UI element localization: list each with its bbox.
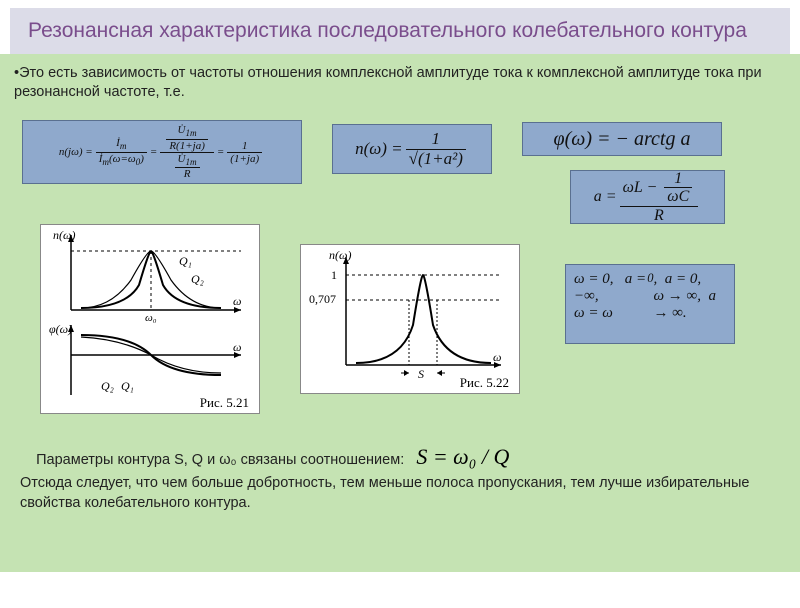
s-label: S (418, 367, 424, 381)
peak-label: 1 (331, 268, 337, 282)
figure-5-21: n(ω) Q₁ Q₂ ω₀ ω φ(ω) (40, 224, 260, 414)
chart-5-21-svg: n(ω) Q₁ Q₂ ω₀ ω φ(ω) (41, 225, 261, 415)
fig2-caption: Рис. 5.22 (460, 375, 509, 391)
formula-limits: ω = 0, a = −∞,ω = ω0, a = 0,ω → ∞, a → ∞… (565, 264, 735, 344)
q2-label-b: Q₂ (101, 379, 114, 393)
q1-label-b: Q₁ (121, 379, 134, 393)
params-line: Параметры контура S, Q и ω₀ связаны соот… (20, 442, 760, 472)
formula-phi: φ(ω) = − arctg a (522, 122, 722, 156)
slide: Резонансная характеристика последователь… (0, 8, 800, 608)
formula-a: a = ωL − 1ωCR (570, 170, 725, 224)
content-area: •Это есть зависимость от частоты отношен… (0, 54, 800, 572)
ylabel-phi: φ(ω) (49, 322, 72, 336)
level-label: 0,707 (309, 292, 336, 306)
xlabel2: ω (493, 350, 501, 364)
intro-text: •Это есть зависимость от частоты отношен… (14, 64, 786, 102)
x0-label: ω₀ (145, 312, 157, 324)
params-text: Параметры контура S, Q и ω₀ связаны соот… (36, 452, 404, 468)
q1-label: Q₁ (179, 254, 192, 268)
formula-nw: n(ω) = 1√(1+a²) (332, 124, 492, 174)
chart-5-22-svg: n(ω) 1 0,707 S (301, 245, 521, 395)
xlabel-lower: ω (233, 340, 241, 354)
relation-formula: S = ω₀ / Q (416, 444, 509, 469)
q2-label: Q₂ (191, 272, 204, 286)
title-box: Резонансная характеристика последователь… (10, 8, 790, 54)
ylabel2: n(ω) (329, 248, 351, 262)
formula-njw: n(jω) = İmİm(ω=ω0) = U̇1mR(1+ja)U̇1mR … (22, 120, 302, 184)
slide-title: Резонансная характеристика последователь… (28, 18, 772, 44)
conclusion-text: Отсюда следует, что чем больше добротнос… (20, 474, 760, 513)
figure-5-22: n(ω) 1 0,707 S (300, 244, 520, 394)
xlabel-upper: ω (233, 294, 241, 308)
fig1-caption: Рис. 5.21 (200, 395, 249, 411)
